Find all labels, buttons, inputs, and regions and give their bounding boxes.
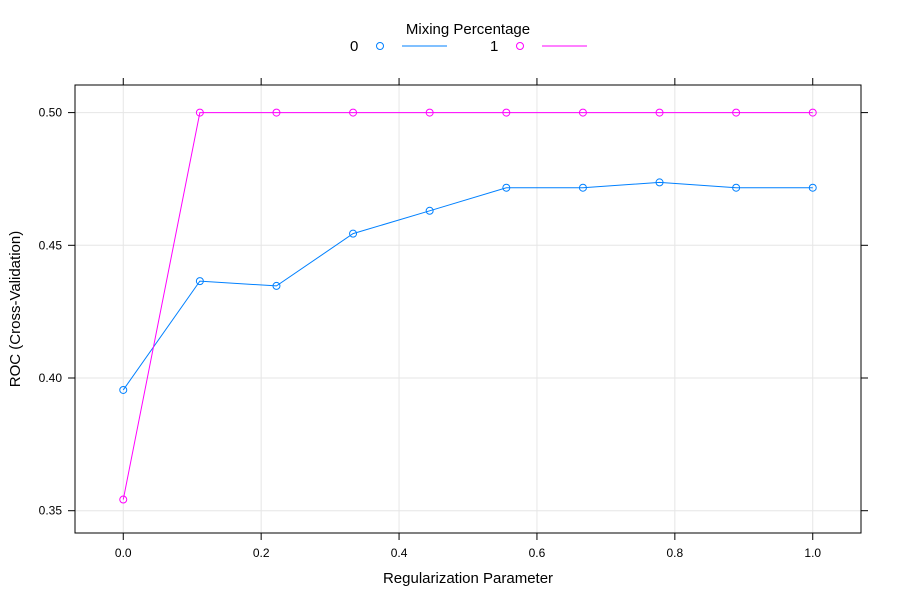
legend-marker-1	[516, 42, 524, 50]
data-point-0-8	[732, 183, 741, 192]
y-tick-label-0: 0.35	[39, 504, 63, 518]
y-tick-label-1: 0.40	[39, 371, 63, 385]
data-point-0-1	[195, 277, 204, 286]
data-point-0-0	[119, 385, 128, 394]
data-point-0-5	[502, 183, 511, 192]
y-tick-label-2: 0.45	[39, 238, 63, 252]
data-point-1-0	[119, 495, 128, 504]
plot-frame	[74, 84, 862, 534]
grid-lines	[75, 85, 861, 533]
legend-label-1: 1	[490, 38, 498, 55]
axis-ticks	[68, 78, 868, 540]
x-tick-label-4: 0.8	[666, 546, 683, 560]
data-point-0-2	[272, 281, 281, 290]
data-point-1-2	[272, 108, 281, 117]
series-layer	[119, 108, 817, 504]
y-tick-label-3: 0.50	[39, 106, 63, 120]
legend-label-0: 0	[350, 38, 358, 55]
data-point-1-3	[349, 108, 358, 117]
data-point-1-1	[195, 108, 204, 117]
x-tick-label-2: 0.4	[391, 546, 408, 560]
y-axis-title: ROC (Cross-Validation)	[7, 231, 24, 387]
tick-labels: 0.0 0.2 0.4 0.6 0.8 1.0 0.35 0.40 0.45 0.50	[39, 106, 822, 560]
data-point-1-7	[655, 108, 664, 117]
x-tick-label-1: 0.2	[253, 546, 270, 560]
data-point-1-4	[425, 108, 434, 117]
data-point-0-4	[425, 206, 434, 215]
legend-marker-0	[376, 42, 384, 50]
legend-item-1: 1	[490, 38, 587, 55]
legend-item-0: 0	[350, 38, 447, 55]
series-line-1	[122, 112, 813, 500]
series-1	[119, 108, 817, 504]
x-tick-label-0: 0.0	[115, 546, 132, 560]
data-point-1-9	[808, 108, 817, 117]
legend-title: Mixing Percentage	[406, 21, 530, 38]
series-0	[119, 178, 817, 394]
data-point-0-6	[578, 183, 587, 192]
x-axis-title: Regularization Parameter	[383, 570, 553, 587]
data-point-1-8	[732, 108, 741, 117]
x-tick-label-5: 1.0	[804, 546, 821, 560]
data-point-1-6	[578, 108, 587, 117]
data-point-0-9	[808, 183, 817, 192]
data-point-0-7	[655, 178, 664, 187]
data-point-0-3	[349, 229, 358, 238]
data-point-1-5	[502, 108, 511, 117]
x-tick-label-3: 0.6	[529, 546, 546, 560]
series-line-0	[122, 181, 813, 391]
